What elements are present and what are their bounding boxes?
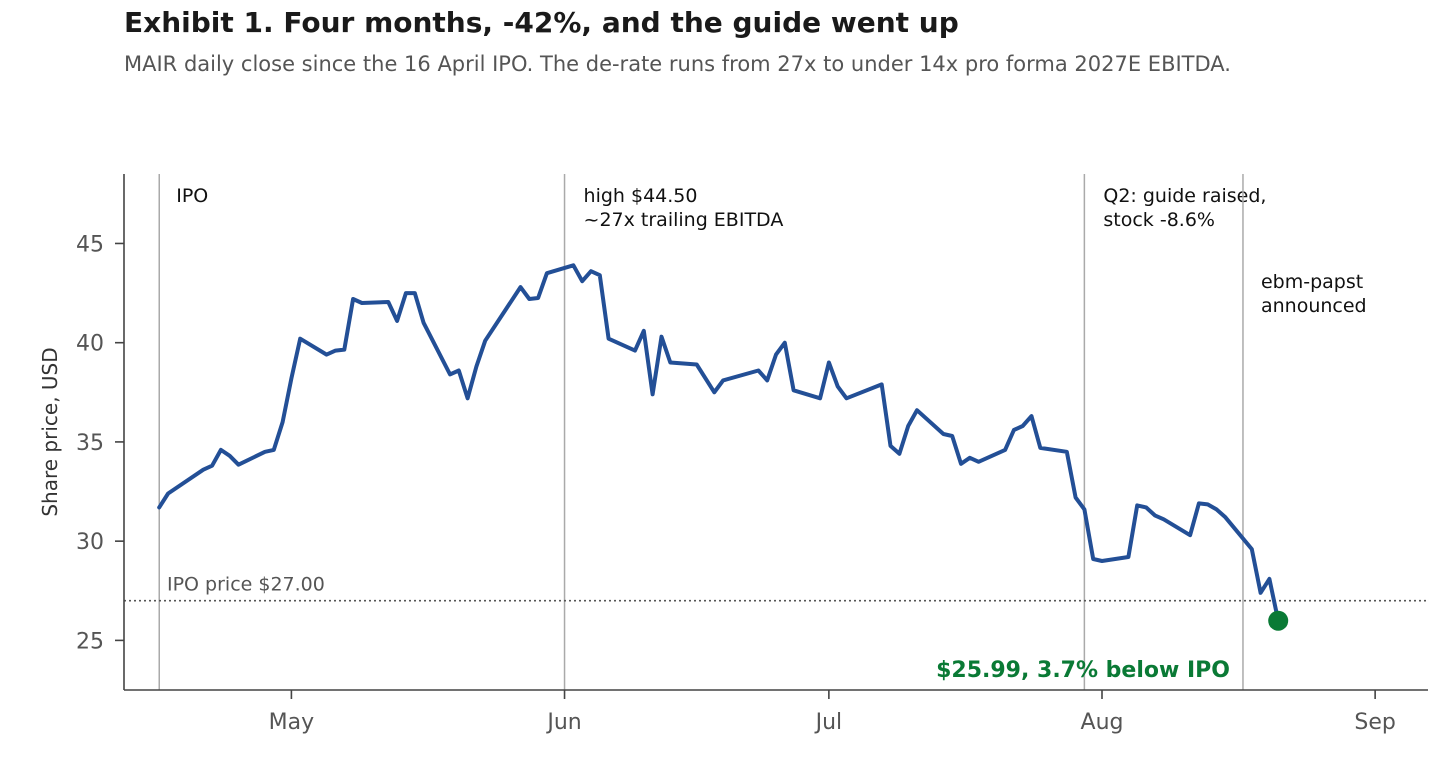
- x-tick-label-jun: Jun: [545, 710, 581, 735]
- y-tick-label-25: 25: [76, 629, 104, 654]
- event-label-1-0: high $44.50: [584, 185, 698, 207]
- event-label-2-1: stock -8.6%: [1103, 209, 1215, 231]
- x-tick-label-aug: Aug: [1081, 710, 1124, 735]
- last-close-callout: $25.99, 3.7% below IPO: [936, 658, 1230, 683]
- x-tick-label-may: May: [269, 710, 314, 735]
- y-tick-label-35: 35: [76, 431, 104, 456]
- event-label-3-0: ebm-papst: [1261, 271, 1363, 293]
- event-label-1-1: ~27x trailing EBITDA: [584, 209, 784, 231]
- event-label-2-0: Q2: guide raised,: [1103, 185, 1266, 207]
- chart-subtitle: MAIR daily close since the 16 April IPO.…: [124, 52, 1231, 76]
- page-title: Exhibit 1. Four months, -42%, and the gu…: [124, 6, 959, 39]
- price-series-line: [157, 263, 1281, 623]
- event-label-0-0: IPO: [176, 185, 208, 207]
- event-label-3-1: announced: [1261, 295, 1367, 317]
- y-tick-label-40: 40: [76, 332, 104, 357]
- x-tick-label-jul: Jul: [814, 710, 843, 735]
- y-tick-label-30: 30: [76, 530, 104, 555]
- ipo-price-label: IPO price $27.00: [167, 574, 325, 596]
- y-axis-label: Share price, USD: [38, 347, 62, 516]
- y-tick-label-45: 45: [76, 232, 104, 257]
- x-tick-label-sep: Sep: [1354, 710, 1395, 735]
- last-close-marker: [1268, 610, 1289, 631]
